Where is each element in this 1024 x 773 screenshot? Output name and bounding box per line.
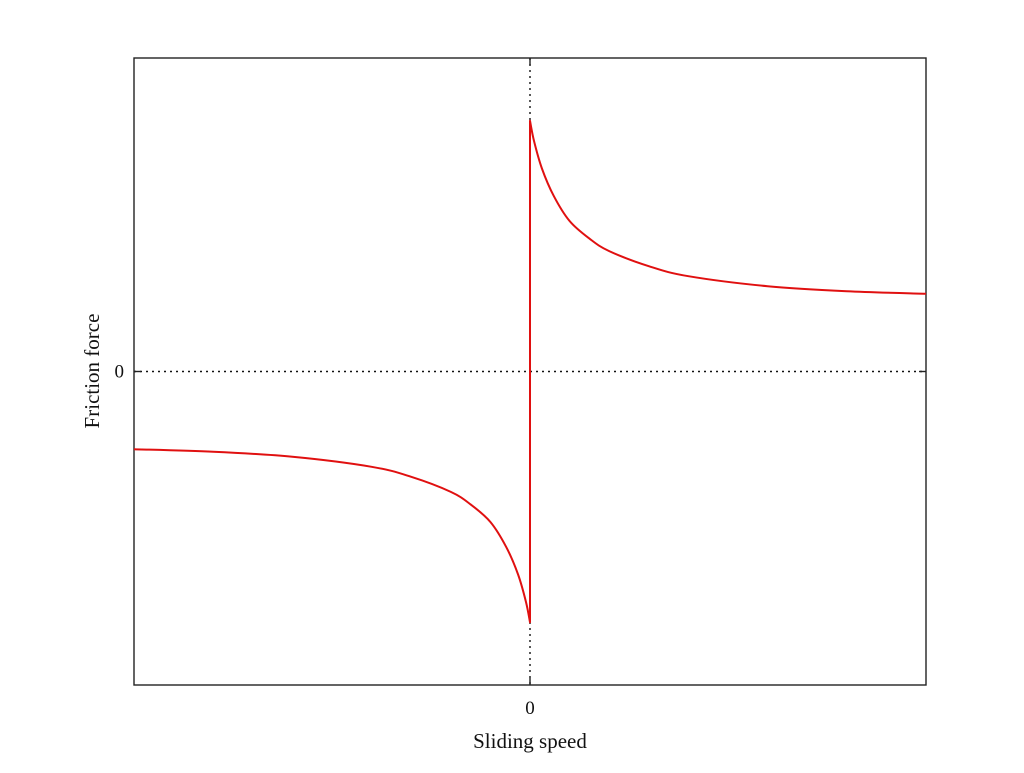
x-tick-label: 0 [525, 698, 535, 719]
y-tick-label: 0 [115, 362, 125, 383]
friction-curve [133, 119, 927, 624]
tick-group: 00 [115, 58, 926, 719]
y-axis-label: Friction force [80, 314, 104, 429]
x-axis-label: Sliding speed [473, 729, 587, 753]
